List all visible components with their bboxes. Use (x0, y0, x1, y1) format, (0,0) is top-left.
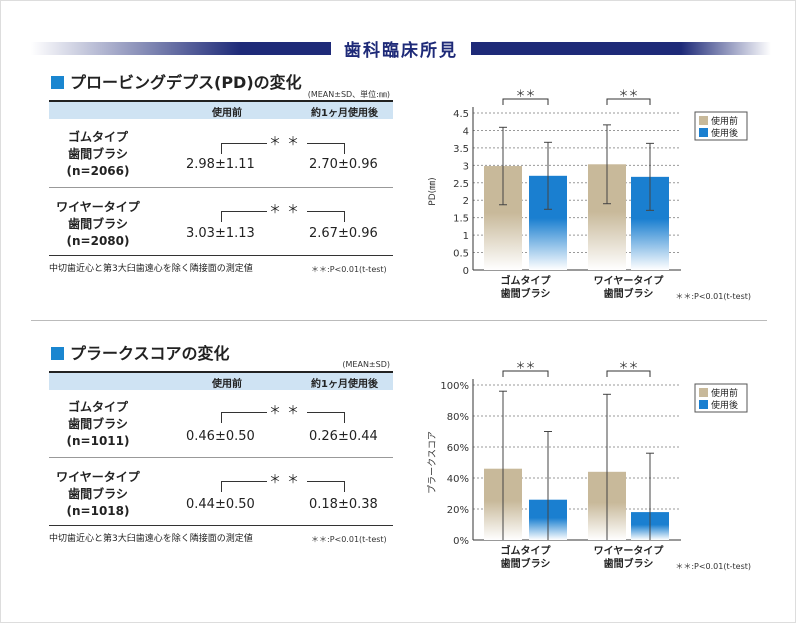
col-after: 約1ヶ月使用後 (311, 108, 378, 119)
value-after: 2.70±0.96 (309, 157, 378, 172)
p-note: ＊＊:P<0.01(t-test) (675, 292, 751, 301)
legend-label: 使用後 (711, 127, 738, 139)
col-before: 使用前 (212, 379, 242, 390)
significance-bracket (502, 98, 549, 105)
row-label: ワイヤータイプ 歯間ブラシ (n=1018) (56, 470, 140, 518)
x-tick-label: 歯間ブラシ (604, 557, 654, 570)
square-bullet-icon (51, 76, 64, 89)
row-divider (49, 187, 393, 188)
y-tick-label: 4.5 (453, 109, 469, 120)
x-tick-label: ゴムタイプ (501, 274, 552, 287)
significance-mark: ＊＊ (267, 470, 308, 487)
value-before: 2.98±1.11 (186, 157, 255, 172)
unit-note: (MEAN±SD、単位:㎜) (307, 90, 390, 99)
y-tick-label: 40% (447, 474, 469, 485)
y-axis-label: PD(㎜) (428, 177, 438, 205)
row-label: ワイヤータイプ 歯間ブラシ (n=2080) (56, 200, 140, 248)
significance-mark: ＊＊ (267, 200, 308, 217)
y-tick-label: 0.5 (453, 249, 469, 260)
legend-label: 使用前 (711, 115, 738, 127)
value-before: 0.46±0.50 (186, 429, 255, 444)
section-title-text: プロービングデプス(PD)の変化 (70, 73, 302, 92)
value-before: 0.44±0.50 (186, 497, 255, 512)
plaque-chart: 0%20%40%60%80%100%プラークスコア＊＊ゴムタイプ歯間ブラシ＊＊ワ… (427, 361, 751, 571)
value-after: 0.18±0.38 (309, 497, 378, 512)
p-note: ＊＊:P<0.01(t-test) (311, 535, 387, 544)
unit-note: (MEAN±SD) (342, 360, 390, 369)
col-after: 約1ヶ月使用後 (311, 379, 378, 390)
y-tick-label: 0 (463, 266, 469, 277)
x-tick-label: ゴムタイプ (501, 544, 552, 557)
x-tick-label: ワイヤータイプ (594, 274, 665, 287)
section-title-text: プラークスコアの変化 (70, 344, 230, 363)
y-tick-label: 1 (463, 231, 469, 242)
table-bottom (49, 525, 393, 526)
section-title-plaque: プラークスコアの変化 (51, 340, 230, 364)
significance-mark: ＊＊ (516, 361, 536, 372)
section-title-pd: プロービングデプス(PD)の変化 (51, 69, 302, 93)
value-before: 3.03±1.13 (186, 226, 255, 241)
page-title: 歯科臨床所見 (344, 41, 458, 61)
legend-label: 使用前 (711, 387, 738, 399)
x-tick-label: 歯間ブラシ (501, 287, 551, 300)
value-after: 0.26±0.44 (309, 429, 378, 444)
col-before: 使用前 (212, 108, 242, 119)
p-note: ＊＊:P<0.01(t-test) (311, 265, 387, 274)
significance-mark: ＊＊ (267, 132, 308, 149)
row-label: ゴムタイプ 歯間ブラシ (n=1011) (66, 400, 130, 448)
square-bullet-icon (51, 347, 64, 360)
legend-swatch (699, 116, 708, 125)
y-tick-label: 60% (447, 443, 469, 454)
p-note: ＊＊:P<0.01(t-test) (675, 562, 751, 571)
pd-chart: 00.511.522.533.544.5PD(㎜)＊＊ゴムタイプ歯間ブラシ＊＊ワ… (428, 89, 751, 301)
significance-mark: ＊＊ (267, 401, 308, 418)
significance-mark: ＊＊ (619, 361, 639, 372)
footnote: 中切歯近心と第3大臼歯遠心を除く隣接面の測定値 (49, 264, 253, 274)
significance-bracket (606, 370, 651, 377)
y-tick-label: 100% (440, 381, 469, 392)
table-header: 使用前 約1ヶ月使用後 (49, 371, 393, 390)
row-divider (49, 457, 393, 458)
header-bar-left (31, 42, 331, 55)
y-axis-label: プラークスコア (427, 431, 438, 494)
significance-bracket (502, 370, 549, 377)
y-tick-label: 2 (463, 196, 469, 207)
legend-label: 使用後 (711, 399, 738, 411)
x-tick-label: 歯間ブラシ (501, 557, 551, 570)
y-tick-label: 2.5 (453, 179, 469, 190)
y-tick-label: 80% (447, 412, 469, 423)
y-tick-label: 3 (463, 161, 469, 172)
legend-swatch (699, 128, 708, 137)
y-tick-label: 0% (453, 536, 469, 547)
significance-bracket (606, 98, 651, 105)
significance-mark: ＊＊ (516, 89, 536, 100)
x-tick-label: 歯間ブラシ (604, 287, 654, 300)
y-tick-label: 1.5 (453, 214, 469, 225)
y-tick-label: 3.5 (453, 144, 469, 155)
header-bar-right (471, 42, 771, 55)
row-label: ゴムタイプ 歯間ブラシ (n=2066) (66, 130, 130, 178)
significance-mark: ＊＊ (619, 89, 639, 100)
value-after: 2.67±0.96 (309, 226, 378, 241)
legend-swatch (699, 388, 708, 397)
y-tick-label: 20% (447, 505, 469, 516)
table-bottom (49, 255, 393, 256)
table-header: 使用前 約1ヶ月使用後 (49, 100, 393, 119)
footnote: 中切歯近心と第3大臼歯遠心を除く隣接面の測定値 (49, 534, 253, 544)
x-tick-label: ワイヤータイプ (594, 544, 665, 557)
y-tick-label: 4 (463, 126, 469, 137)
legend-swatch (699, 400, 708, 409)
section-divider (31, 320, 767, 321)
